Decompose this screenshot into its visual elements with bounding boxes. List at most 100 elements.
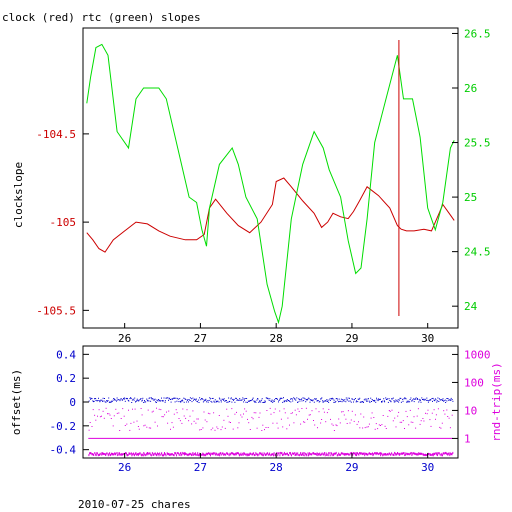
bottom-scatter-point: [435, 452, 437, 455]
bottom-scatter-point: [413, 416, 415, 418]
bottom-scatter-point: [129, 452, 130, 455]
bottom-scatter-point: [284, 400, 286, 402]
bottom-scatter-point: [213, 401, 215, 403]
bottom-scatter-point: [251, 399, 253, 401]
bottom-scatter-point: [378, 424, 380, 426]
bottom-scatter-point: [266, 452, 268, 455]
bottom-scatter-point: [100, 453, 102, 456]
bottom-scatter-point: [267, 453, 269, 456]
bottom-scatter-point: [94, 414, 96, 416]
bottom-scatter-point: [407, 452, 409, 455]
bottom-scatter-point: [408, 453, 410, 456]
bottom-scatter-point: [373, 453, 374, 456]
bottom-scatter-point: [143, 453, 145, 456]
bottom-scatter-point: [162, 416, 164, 418]
bottom-scatter-point: [351, 398, 353, 400]
bottom-scatter-point: [409, 401, 411, 403]
bottom-scatter-point: [88, 400, 90, 402]
bottom-scatter-point: [220, 452, 222, 455]
bottom-scatter-point: [383, 453, 385, 456]
bottom-scatter-point: [335, 400, 337, 402]
bottom-scatter-point: [332, 424, 334, 426]
bottom-scatter-point: [314, 424, 316, 426]
bottom-y2-tick-label: 100: [464, 376, 484, 389]
bottom-scatter-point: [411, 454, 413, 456]
bottom-scatter-point: [103, 453, 105, 455]
bottom-scatter-point: [270, 413, 272, 415]
bottom-scatter-point: [204, 453, 206, 456]
bottom-scatter-point: [273, 452, 275, 455]
bottom-scatter-point: [299, 400, 301, 402]
bottom-scatter-point: [431, 398, 433, 399]
bottom-scatter-point: [245, 453, 247, 456]
bottom-scatter-point: [95, 453, 97, 456]
bottom-scatter-point: [278, 400, 280, 401]
bottom-scatter-point: [202, 427, 204, 429]
bottom-scatter-point: [413, 452, 415, 455]
bottom-scatter-point: [116, 412, 118, 414]
bottom-scatter-point: [232, 398, 234, 400]
bottom-scatter-point: [364, 427, 366, 429]
bottom-scatter-point: [414, 452, 416, 455]
bottom-scatter-point: [382, 415, 384, 416]
bottom-scatter-point: [384, 453, 386, 455]
bottom-scatter-point: [389, 400, 391, 401]
bottom-scatter-point: [198, 399, 200, 401]
bottom-scatter-point: [409, 399, 411, 400]
bottom-scatter-point: [260, 401, 262, 403]
bottom-scatter-point: [238, 399, 240, 401]
bottom-scatter-point: [173, 454, 175, 457]
bottom-scatter-point: [261, 453, 262, 456]
bottom-scatter-point: [240, 414, 242, 416]
bottom-scatter-point: [255, 453, 257, 456]
bottom-scatter-point: [238, 422, 240, 424]
bottom-scatter-point: [309, 452, 311, 455]
bottom-scatter-point: [384, 425, 386, 427]
bottom-scatter-point: [374, 399, 376, 401]
bottom-scatter-point: [200, 429, 202, 430]
bottom-scatter-point: [356, 454, 357, 457]
bottom-scatter-point: [290, 401, 292, 403]
bottom-scatter-point: [380, 425, 381, 426]
bottom-scatter-point: [385, 397, 387, 399]
bottom-scatter-point: [300, 399, 302, 400]
bottom-scatter-point: [118, 399, 120, 400]
bottom-scatter-point: [296, 453, 298, 456]
bottom-scatter-point: [205, 454, 207, 457]
bottom-scatter-point: [211, 452, 213, 455]
bottom-scatter-point: [273, 412, 275, 414]
bottom-scatter-point: [353, 401, 354, 403]
bottom-scatter-point: [192, 452, 194, 454]
bottom-scatter-point: [350, 419, 352, 421]
bottom-scatter-point: [189, 415, 191, 417]
bottom-scatter-point: [301, 454, 303, 456]
bottom-scatter-point: [116, 397, 118, 399]
bottom-scatter-point: [194, 452, 196, 455]
bottom-scatter-point: [307, 452, 309, 455]
bottom-scatter-point: [220, 453, 222, 456]
bottom-scatter-point: [388, 410, 390, 411]
bottom-scatter-point: [282, 453, 284, 456]
bottom-scatter-point: [329, 398, 331, 400]
bottom-scatter-point: [343, 452, 345, 455]
bottom-scatter-point: [206, 401, 208, 403]
bottom-scatter-point: [119, 400, 121, 402]
bottom-scatter-point: [258, 416, 260, 418]
bottom-scatter-point: [291, 398, 293, 400]
bottom-scatter-point: [328, 401, 330, 403]
bottom-scatter-point: [444, 413, 446, 415]
bottom-scatter-point: [406, 401, 408, 403]
bottom-scatter-point: [108, 413, 110, 415]
bottom-scatter-point: [120, 418, 122, 419]
bottom-scatter-point: [264, 400, 266, 402]
bottom-scatter-point: [210, 400, 212, 402]
bottom-scatter-point: [134, 454, 135, 457]
bottom-scatter-point: [132, 408, 133, 410]
bottom-scatter-point: [157, 452, 158, 455]
bottom-scatter-point: [115, 399, 117, 401]
bottom-scatter-point: [294, 398, 296, 400]
bottom-scatter-point: [224, 400, 226, 402]
bottom-scatter-point: [448, 452, 450, 455]
bottom-scatter-point: [186, 409, 188, 411]
bottom-scatter-point: [441, 422, 443, 424]
